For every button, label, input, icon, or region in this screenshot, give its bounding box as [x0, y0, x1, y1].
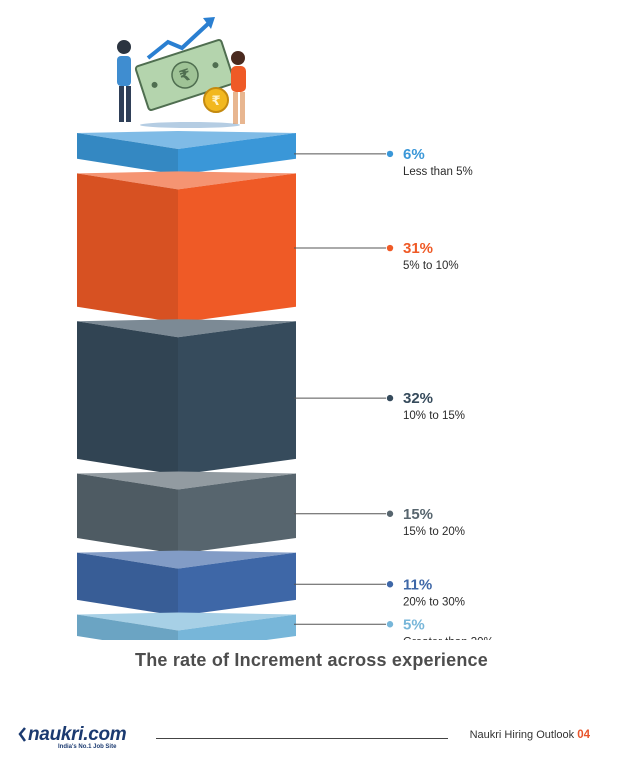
publication-title: Naukri Hiring Outlook [469, 729, 575, 741]
segment-top-face [77, 612, 296, 631]
bar-stack [77, 131, 296, 640]
category-label: Greater than 30% [403, 636, 494, 640]
increment-stack-chart: ₹ ₹ 6% Less than 5% 31% 5% to 10% 32% 10% to … [77, 17, 494, 640]
bar-segment [77, 550, 296, 616]
bar-segment [77, 319, 296, 475]
bar-segment [77, 612, 296, 640]
chart-caption: The rate of Increment across experience [135, 650, 488, 670]
bar-segment [77, 171, 296, 323]
leader-dot [386, 394, 394, 402]
logo-wordmark: naukri.com [28, 724, 127, 745]
category-label: 5% to 10% [403, 260, 459, 272]
value-label: 15% [403, 506, 433, 523]
category-label: 15% to 20% [403, 526, 465, 538]
page-number: 04 [577, 729, 590, 741]
value-label: 6% [403, 146, 425, 163]
bar-segment [77, 131, 296, 175]
segment-top-face [77, 550, 296, 569]
category-label: 10% to 15% [403, 410, 465, 422]
logo-tagline: India's No.1 Job Site [58, 744, 117, 750]
naukri-logo[interactable]: naukri.com India's No.1 Job Site [18, 724, 127, 750]
value-label: 11% [403, 576, 432, 593]
leader-dot [386, 621, 394, 628]
value-label: 31% [403, 240, 433, 257]
footer-publication: Naukri Hiring Outlook 04 [470, 729, 590, 741]
segment-left-face [77, 473, 178, 554]
segment-left-face [77, 321, 178, 475]
segment-right-face [178, 552, 296, 616]
segment-right-face [178, 173, 296, 323]
segment-right-face [178, 321, 296, 475]
segment-top-face [77, 471, 296, 490]
growth-arrow-icon [146, 20, 212, 60]
segment-left-face [77, 552, 178, 616]
category-label: Less than 5% [403, 166, 473, 178]
bar-segment [77, 471, 296, 554]
logo-mark-icon [18, 727, 26, 742]
rupee-coin-icon [203, 87, 229, 113]
leader-dot [386, 581, 394, 588]
footer-divider [156, 738, 448, 739]
value-label: 32% [403, 390, 433, 407]
segment-top-face [77, 131, 296, 149]
leader-dot [386, 510, 394, 517]
value-label: 5% [403, 616, 425, 633]
value-annotations: 6% Less than 5% 31% 5% to 10% 32% 10% to 15% 1… [294, 146, 494, 640]
segment-right-face [178, 473, 296, 554]
segment-left-face [77, 614, 178, 640]
leader-dot [386, 150, 394, 158]
leader-dot [386, 244, 394, 252]
category-label: 20% to 30% [403, 596, 465, 608]
svg-text:₹: ₹ [177, 65, 193, 87]
segment-left-face [77, 173, 178, 323]
segment-left-face [77, 133, 178, 175]
people-holding-banknote-icon: ₹ ₹ [117, 17, 246, 128]
segment-right-face [178, 614, 296, 640]
segment-top-face [77, 319, 296, 338]
segment-right-face [178, 133, 296, 175]
segment-top-face [77, 171, 296, 190]
svg-text:₹: ₹ [211, 94, 220, 109]
growth-arrow-head [203, 17, 215, 29]
